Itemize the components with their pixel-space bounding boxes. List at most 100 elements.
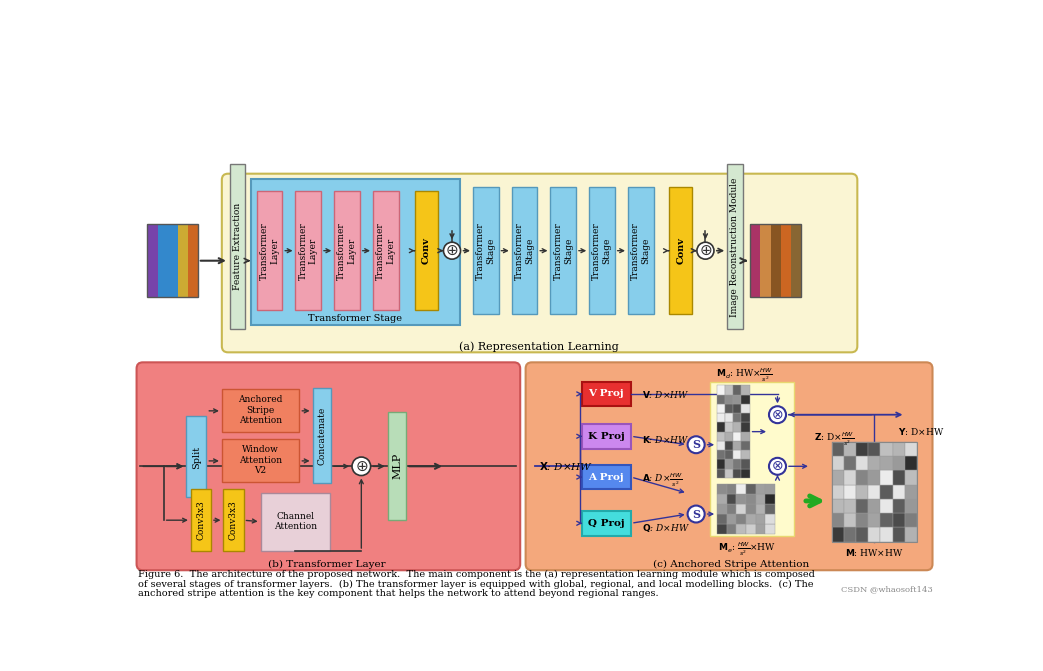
Bar xyxy=(733,395,742,404)
Bar xyxy=(229,164,245,329)
Bar xyxy=(893,484,905,499)
Bar xyxy=(880,527,893,541)
Bar xyxy=(831,456,844,470)
Text: Channel
Attention: Channel Attention xyxy=(274,512,317,531)
Bar xyxy=(415,191,438,310)
Bar xyxy=(746,484,756,494)
Bar xyxy=(589,187,614,314)
Bar xyxy=(717,494,727,504)
Bar xyxy=(733,468,742,478)
Bar xyxy=(733,413,742,423)
Text: Transformer
Layer: Transformer Layer xyxy=(298,222,318,280)
Bar xyxy=(717,404,725,413)
Bar xyxy=(880,456,893,470)
Text: (b) Transformer Layer: (b) Transformer Layer xyxy=(268,560,385,570)
Text: Feature Extraction: Feature Extraction xyxy=(233,203,242,291)
Bar xyxy=(334,191,360,310)
Bar xyxy=(771,223,780,297)
Bar xyxy=(727,484,736,494)
Bar xyxy=(717,524,727,534)
Bar xyxy=(742,468,750,478)
Bar xyxy=(373,191,398,310)
Bar xyxy=(831,442,917,541)
Bar xyxy=(893,442,905,456)
Bar xyxy=(905,470,917,484)
Text: Split: Split xyxy=(192,446,200,468)
Text: (a) Representation Learning: (a) Representation Learning xyxy=(459,342,618,352)
Bar xyxy=(868,513,880,527)
Bar xyxy=(868,527,880,541)
Bar xyxy=(856,499,868,513)
Bar xyxy=(551,187,576,314)
Bar xyxy=(717,431,725,441)
Bar xyxy=(746,524,756,534)
Bar xyxy=(733,460,742,468)
Bar xyxy=(725,385,733,395)
Bar xyxy=(780,223,791,297)
Bar xyxy=(727,164,743,329)
Bar xyxy=(717,484,727,494)
Bar xyxy=(733,431,742,441)
Bar xyxy=(717,423,725,431)
Bar xyxy=(188,223,198,297)
Bar xyxy=(831,499,844,513)
Bar xyxy=(905,499,917,513)
Text: A Proj: A Proj xyxy=(588,472,624,482)
Text: $\otimes$: $\otimes$ xyxy=(772,408,783,421)
Bar xyxy=(727,514,736,524)
Bar xyxy=(733,441,742,450)
Bar xyxy=(742,404,750,413)
Text: $\mathbf{A}$: D$\times$$\frac{HW}{s^2}$: $\mathbf{A}$: D$\times$$\frac{HW}{s^2}$ xyxy=(641,471,683,489)
Bar xyxy=(880,442,893,456)
Bar xyxy=(880,484,893,499)
Bar xyxy=(669,187,693,314)
Text: Concatenate: Concatenate xyxy=(317,407,326,464)
Bar xyxy=(856,456,868,470)
Bar xyxy=(742,441,750,450)
Bar xyxy=(856,484,868,499)
Bar xyxy=(766,504,775,514)
Bar xyxy=(844,499,856,513)
Bar xyxy=(222,389,299,431)
Bar xyxy=(191,489,211,551)
Text: $\mathbf{M}$: HW$\times$HW: $\mathbf{M}$: HW$\times$HW xyxy=(845,547,903,558)
Bar xyxy=(736,504,746,514)
Bar xyxy=(893,470,905,484)
Bar xyxy=(736,514,746,524)
Text: Transformer
Layer: Transformer Layer xyxy=(260,222,280,280)
Bar xyxy=(725,423,733,431)
Text: Window
Attention
V2: Window Attention V2 xyxy=(239,446,283,475)
Bar xyxy=(746,494,756,504)
Bar xyxy=(177,223,188,297)
Bar xyxy=(746,514,756,524)
Bar xyxy=(893,527,905,541)
Text: $\mathbf{X}$: D$\times$HW: $\mathbf{X}$: D$\times$HW xyxy=(539,460,593,472)
Text: $\mathbf{Y}$: D$\times$HW: $\mathbf{Y}$: D$\times$HW xyxy=(898,426,944,437)
Bar xyxy=(733,385,742,395)
FancyBboxPatch shape xyxy=(137,362,520,570)
Text: $\mathbf{Z}$: D$\times$$\frac{HW}{s^2}$: $\mathbf{Z}$: D$\times$$\frac{HW}{s^2}$ xyxy=(814,431,854,448)
Bar xyxy=(760,223,771,297)
Bar xyxy=(831,513,844,527)
Bar xyxy=(844,442,856,456)
Text: $\mathbf{M}_d$: HW$\times$$\frac{HW}{s^2}$: $\mathbf{M}_d$: HW$\times$$\frac{HW}{s^2… xyxy=(715,366,773,384)
Bar xyxy=(736,494,746,504)
Bar xyxy=(766,494,775,504)
Bar xyxy=(868,456,880,470)
Bar xyxy=(717,395,725,404)
Bar xyxy=(582,511,631,535)
Bar xyxy=(856,513,868,527)
Bar xyxy=(727,504,736,514)
Bar xyxy=(831,484,844,499)
Bar xyxy=(750,223,801,297)
Bar xyxy=(710,382,794,535)
Bar xyxy=(725,431,733,441)
Text: S: S xyxy=(693,509,700,519)
Bar xyxy=(766,514,775,524)
Text: $\oplus$: $\oplus$ xyxy=(445,243,459,258)
Bar xyxy=(733,423,742,431)
Text: Conv: Conv xyxy=(422,238,431,264)
Text: MLP: MLP xyxy=(392,453,402,479)
Circle shape xyxy=(697,242,714,259)
Bar xyxy=(582,465,631,489)
